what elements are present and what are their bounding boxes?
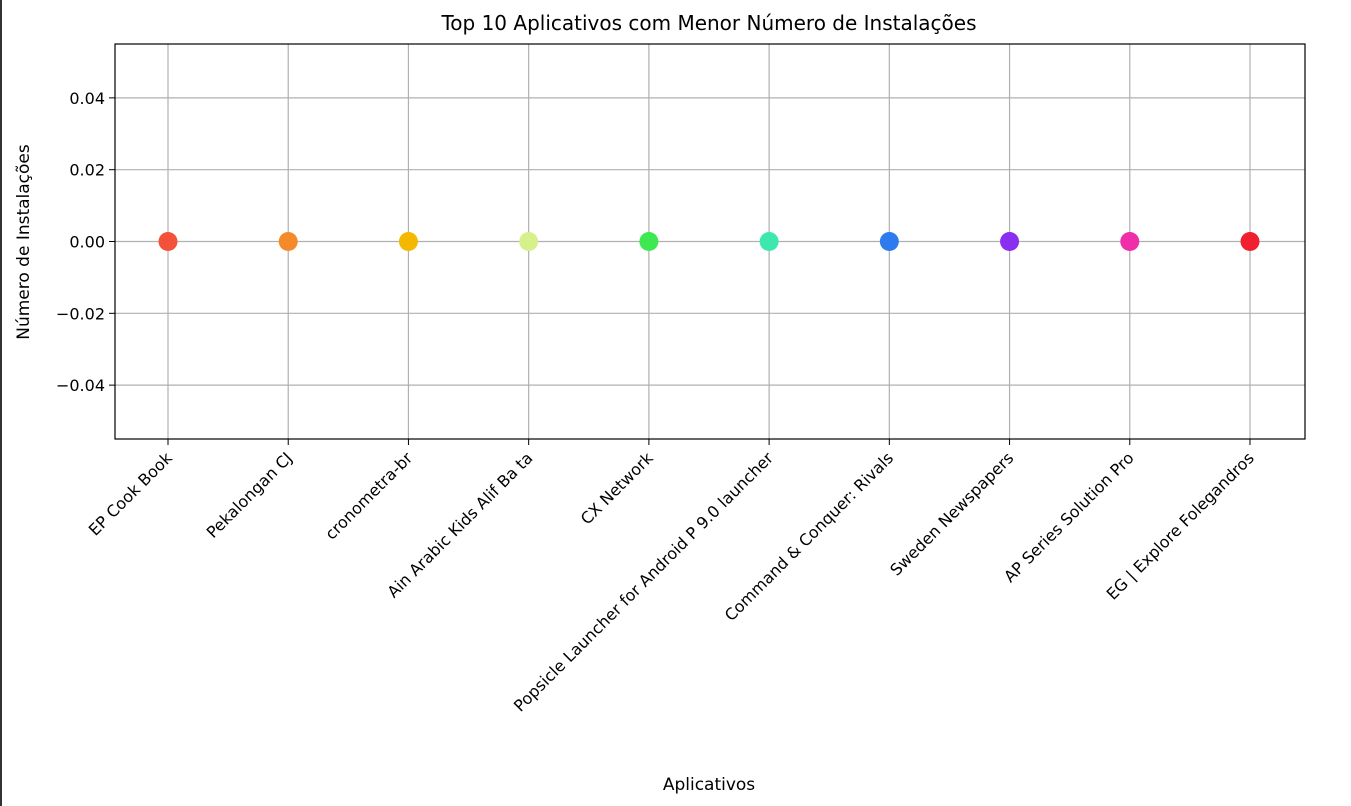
data-points <box>158 232 1260 251</box>
data-point <box>278 232 298 251</box>
y-axis-label: Número de Instalações <box>14 144 34 340</box>
y-tick-label: −0.02 <box>56 304 105 323</box>
chart-title: Top 10 Aplicativos com Menor Número de I… <box>440 11 976 35</box>
data-point <box>398 232 418 251</box>
x-axis: EP Cook Book Pekalongan CJ cronometra-brAi… <box>85 439 1258 715</box>
x-axis-label: Aplicativos <box>663 775 755 795</box>
y-tick-label: 0.04 <box>69 89 105 108</box>
x-tick-label: cronometra-br <box>321 448 416 543</box>
data-point <box>759 232 779 251</box>
data-point <box>1000 232 1020 251</box>
x-tick-label: Popsicle Launcher for Android P 9.0 laun… <box>510 448 777 715</box>
x-tick-label: CX Network <box>577 448 657 528</box>
data-point <box>1120 232 1140 251</box>
data-point <box>879 232 899 251</box>
data-point <box>1240 232 1260 251</box>
data-point <box>639 232 659 251</box>
y-tick-label: 0.00 <box>69 233 105 252</box>
y-axis: 0.04 0.02 0.00 −0.02 −0.04 <box>56 89 115 395</box>
x-tick-label: Pekalongan CJ <box>203 448 296 541</box>
x-tick-label: AP Series Solution Pro <box>1000 448 1138 586</box>
x-tick-label: Sweden Newspapers <box>886 448 1017 579</box>
y-tick-label: 0.02 <box>69 161 105 180</box>
x-tick-label: EP Cook Book <box>85 448 177 540</box>
data-point <box>519 232 539 251</box>
data-point <box>158 232 178 251</box>
y-tick-label: −0.04 <box>56 376 105 395</box>
